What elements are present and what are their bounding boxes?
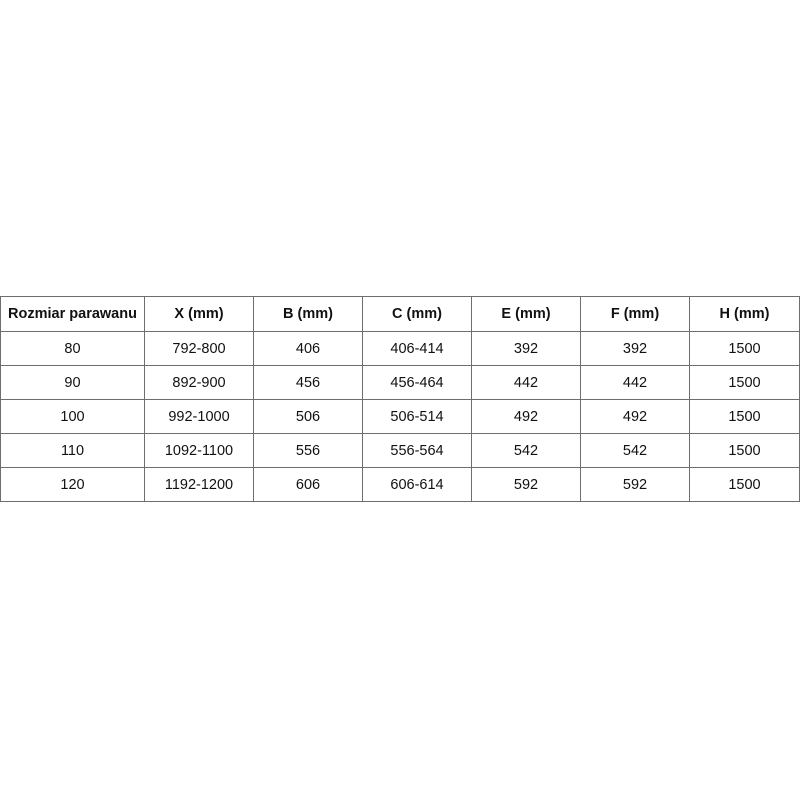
- dimensions-table: Rozmiar parawanu X (mm) B (mm) C (mm) E (mm)…: [0, 296, 800, 502]
- table-cell: 406-414: [362, 331, 472, 366]
- table-cell: 120: [0, 467, 145, 502]
- table-cell: 110: [0, 433, 145, 468]
- table-cell: 556-564: [362, 433, 472, 468]
- table-cell: 1192-1200: [144, 467, 254, 502]
- table-cell: 992-1000: [144, 399, 254, 434]
- table-cell: 392: [580, 331, 690, 366]
- table-cell: 492: [471, 399, 581, 434]
- table-cell: 556: [253, 433, 363, 468]
- table-cell: 80: [0, 331, 145, 366]
- table-cell: 542: [580, 433, 690, 468]
- table-body: 80 792-800 406 406-414 392 392 1500 90 892-900 45…: [0, 331, 800, 502]
- table-cell: 100: [0, 399, 145, 434]
- table-cell: 392: [471, 331, 581, 366]
- table-cell: 1500: [689, 433, 800, 468]
- table-cell: 492: [580, 399, 690, 434]
- table-row: 110 1092-1100 556 556-564 542 542 1500: [0, 433, 800, 468]
- table-cell: 892-900: [144, 365, 254, 400]
- column-header: H (mm): [689, 296, 800, 332]
- table-cell: 90: [0, 365, 145, 400]
- column-header: F (mm): [580, 296, 690, 332]
- table-cell: 792-800: [144, 331, 254, 366]
- table-row: 90 892-900 456 456-464 442 442 1500: [0, 365, 800, 400]
- table-cell: 1092-1100: [144, 433, 254, 468]
- table-row: 80 792-800 406 406-414 392 392 1500: [0, 331, 800, 366]
- table-cell: 606: [253, 467, 363, 502]
- column-header: X (mm): [144, 296, 254, 332]
- table-cell: 506-514: [362, 399, 472, 434]
- table-cell: 442: [471, 365, 581, 400]
- table-cell: 1500: [689, 331, 800, 366]
- column-header: Rozmiar parawanu: [0, 296, 145, 332]
- table-cell: 406: [253, 331, 363, 366]
- table-cell: 456: [253, 365, 363, 400]
- table-cell: 592: [580, 467, 690, 502]
- table-cell: 606-614: [362, 467, 472, 502]
- table-cell: 1500: [689, 365, 800, 400]
- column-header: B (mm): [253, 296, 363, 332]
- table-header-row: Rozmiar parawanu X (mm) B (mm) C (mm) E (mm)…: [0, 296, 800, 332]
- table-cell: 506: [253, 399, 363, 434]
- column-header: C (mm): [362, 296, 472, 332]
- table-row: 120 1192-1200 606 606-614 592 592 1500: [0, 467, 800, 502]
- table-cell: 1500: [689, 467, 800, 502]
- table-cell: 542: [471, 433, 581, 468]
- column-header: E (mm): [471, 296, 581, 332]
- table-cell: 456-464: [362, 365, 472, 400]
- table-cell: 1500: [689, 399, 800, 434]
- table-cell: 592: [471, 467, 581, 502]
- table-row: 100 992-1000 506 506-514 492 492 1500: [0, 399, 800, 434]
- table-cell: 442: [580, 365, 690, 400]
